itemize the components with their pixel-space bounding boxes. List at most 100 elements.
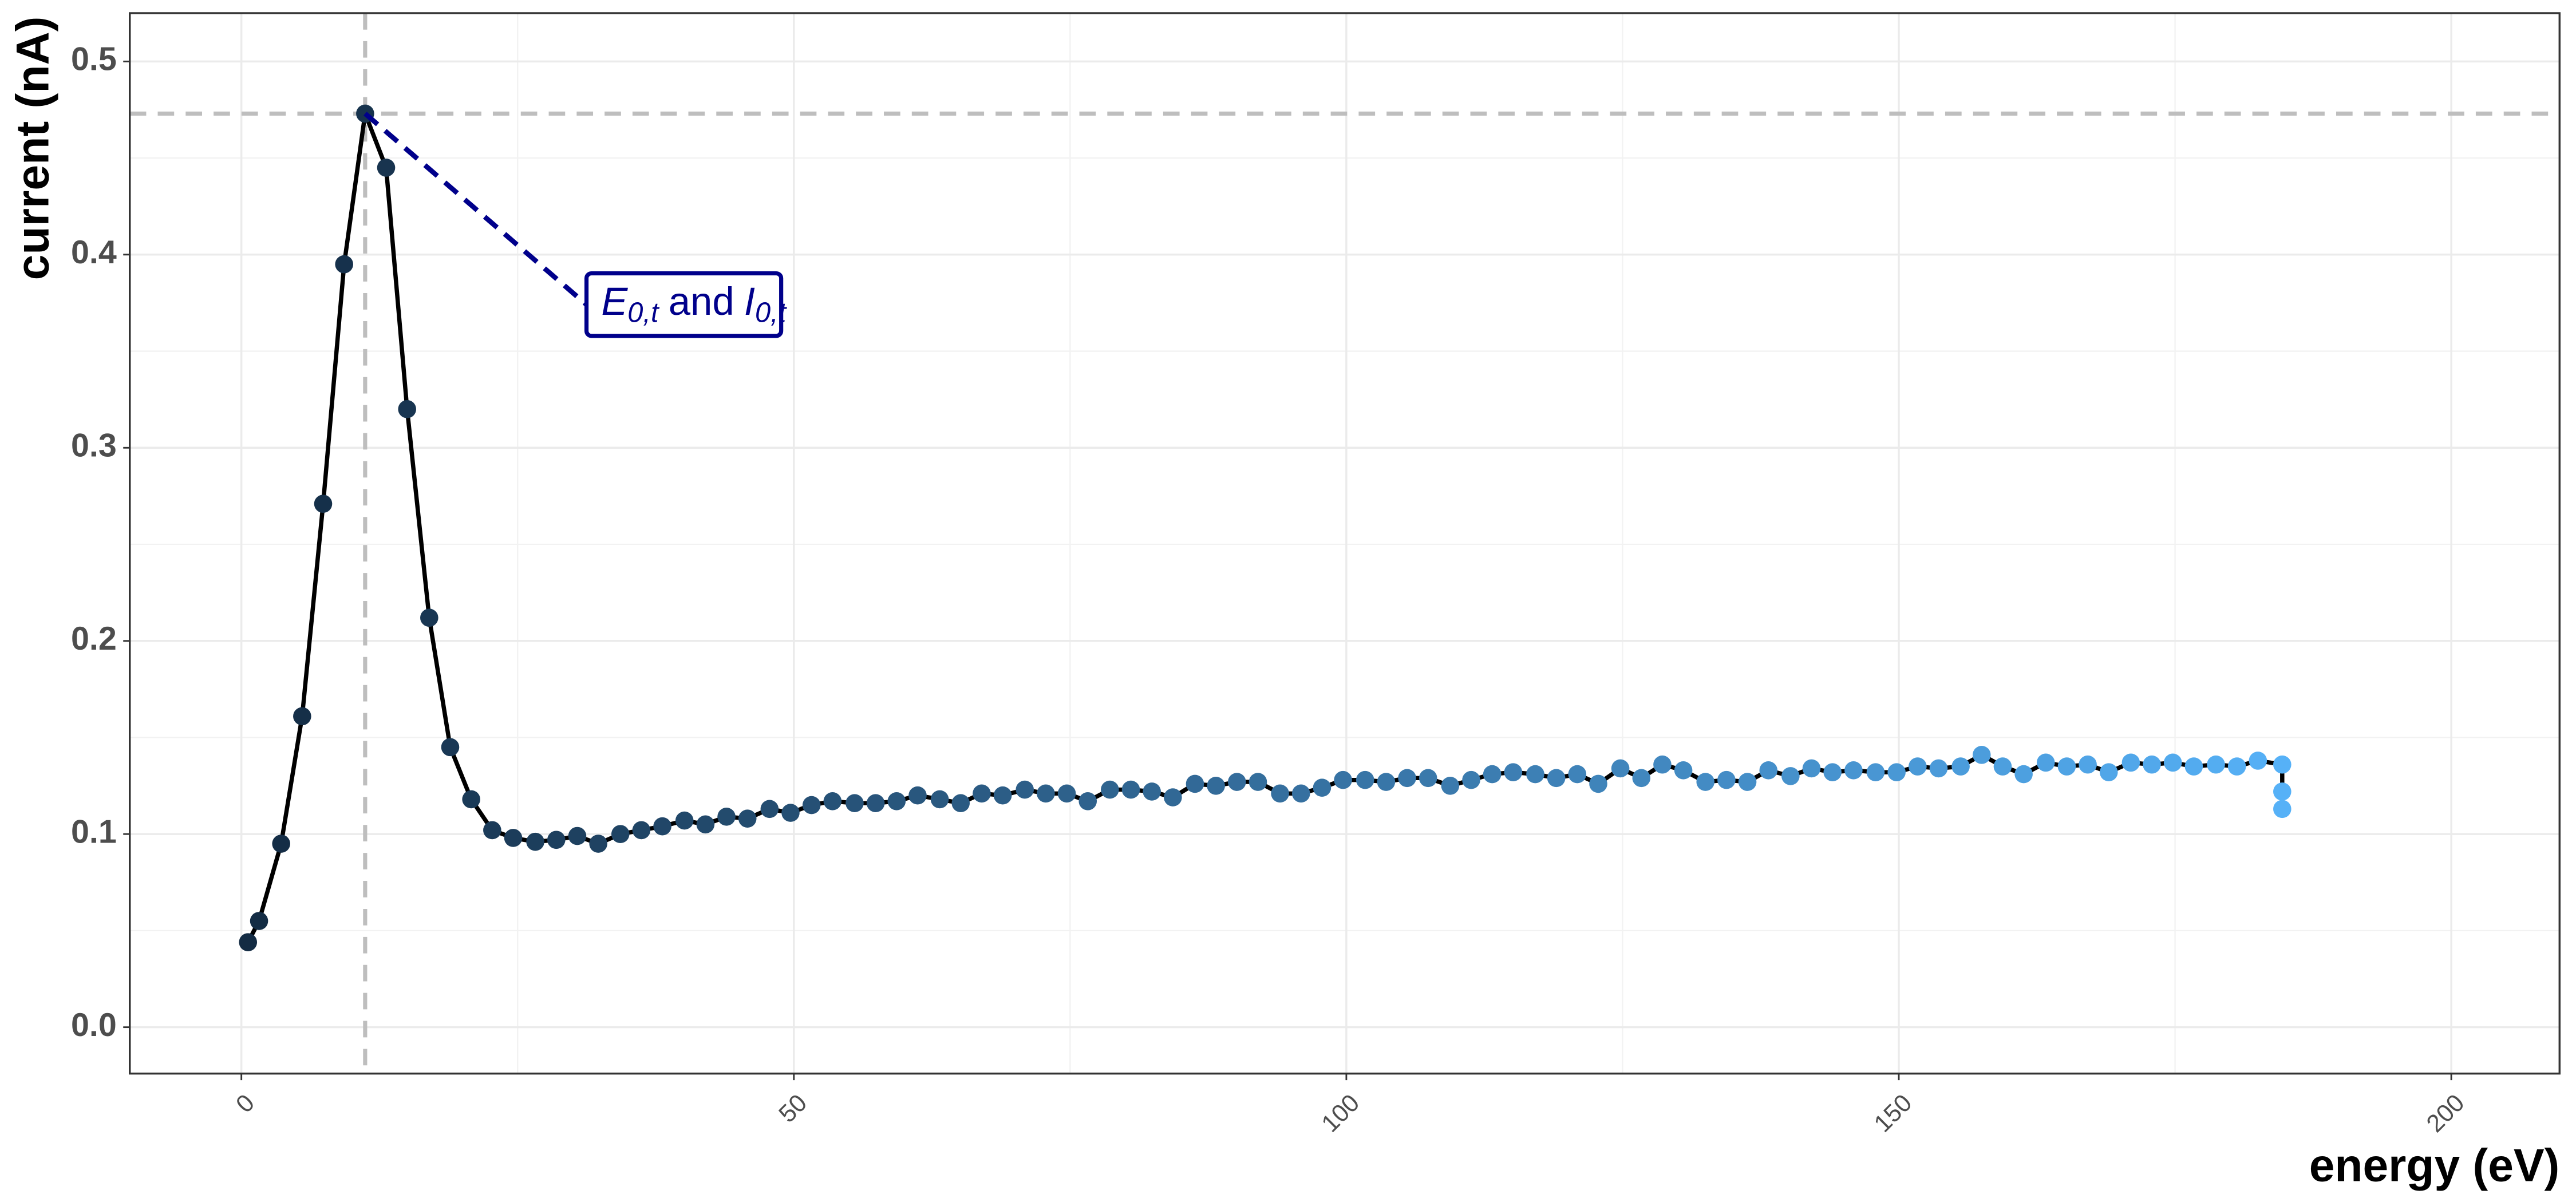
data-point <box>1334 770 1352 789</box>
data-point <box>441 738 460 757</box>
data-point <box>1377 773 1396 791</box>
data-point <box>2036 753 2055 772</box>
data-point <box>1973 746 1991 764</box>
x-tick-label: 0 <box>231 1089 260 1118</box>
x-tick-label: 150 <box>1869 1089 1918 1138</box>
annotation-box <box>584 271 784 338</box>
annotation-part: E <box>601 279 628 323</box>
data-point <box>1291 784 1310 803</box>
y-tick-label: 0.0 <box>71 1007 117 1043</box>
data-point <box>675 811 694 830</box>
data-point <box>1271 784 1289 803</box>
data-point <box>398 400 416 418</box>
data-point <box>1759 761 1778 780</box>
data-point <box>589 835 607 853</box>
data-point <box>335 255 353 274</box>
y-tick-label: 0.5 <box>71 41 117 78</box>
data-point <box>760 800 779 819</box>
data-point <box>1781 767 1800 785</box>
y-tick-label: 0.1 <box>71 813 117 850</box>
data-point <box>377 159 396 177</box>
data-point <box>1909 757 1927 776</box>
data-point <box>1993 757 2012 776</box>
data-point <box>1653 755 1672 774</box>
data-point <box>1249 773 1267 791</box>
x-axis-title: energy (eV) <box>2309 1140 2560 1192</box>
data-point <box>1228 773 1246 791</box>
data-point <box>1101 780 1119 799</box>
data-point <box>696 815 715 834</box>
data-point <box>1016 780 1034 799</box>
annotation-part: 0,t <box>755 297 788 328</box>
data-point <box>866 794 885 813</box>
data-point <box>846 794 864 813</box>
y-tick-label: 0.4 <box>71 234 117 271</box>
data-point <box>1398 769 1416 788</box>
data-point <box>314 495 333 513</box>
data-point <box>2057 757 2076 776</box>
data-point <box>1186 774 1204 793</box>
data-point <box>568 827 587 845</box>
data-point <box>1568 765 1587 784</box>
data-point <box>1929 759 1948 778</box>
data-point <box>1057 784 1076 803</box>
data-point <box>781 804 800 822</box>
panel-border <box>129 12 2561 1075</box>
data-line <box>246 111 2285 943</box>
data-point <box>1313 778 1332 797</box>
data-point <box>2079 755 2097 774</box>
data-point <box>1802 759 1821 778</box>
annotation-text: E0,t and I0,t <box>601 279 787 328</box>
y-tick-label: 0.3 <box>71 427 117 464</box>
data-point <box>1483 765 1502 784</box>
data-point <box>653 817 671 836</box>
data-point <box>1143 782 1161 801</box>
data-point <box>1717 770 1736 789</box>
data-point <box>1419 769 1437 788</box>
data-point <box>1207 776 1225 795</box>
annotation-part: I <box>744 279 755 323</box>
data-point <box>420 608 438 627</box>
data-point <box>1696 773 1715 791</box>
data-point <box>483 821 501 840</box>
data-point <box>908 786 927 805</box>
data-point <box>526 832 544 851</box>
data-point <box>993 786 1012 805</box>
data-point <box>2184 757 2203 776</box>
data-point <box>1164 788 1182 806</box>
data-point <box>250 912 268 930</box>
data-point <box>1887 763 1906 782</box>
data-point <box>1866 763 1885 782</box>
data-point <box>2227 757 2246 776</box>
data-point <box>1823 763 1842 782</box>
data-point <box>1951 757 1970 776</box>
data-point <box>547 831 566 849</box>
data-point <box>973 784 991 803</box>
data-point <box>1844 761 1863 780</box>
data-point <box>632 821 651 840</box>
data-point <box>1504 763 1523 782</box>
x-tick-label: 50 <box>773 1089 812 1128</box>
data-point <box>738 809 757 828</box>
data-point <box>2273 755 2291 774</box>
data-point <box>462 790 480 809</box>
data-point <box>717 807 736 826</box>
data-point <box>1632 769 1651 788</box>
data-point <box>1611 759 1630 778</box>
data-point <box>1526 765 1544 784</box>
data-point <box>293 707 311 726</box>
data-point <box>2121 753 2140 772</box>
data-point <box>1121 780 1140 799</box>
data-point <box>1589 774 1607 793</box>
annotation-arrow <box>364 112 588 307</box>
data-point <box>2273 782 2291 801</box>
data-point <box>2099 763 2118 782</box>
data-point <box>239 933 258 951</box>
annotation-part: and <box>669 279 734 323</box>
data-point <box>2163 753 2182 772</box>
y-axis-title: current (nA) <box>7 16 58 280</box>
data-point <box>802 796 821 814</box>
x-tick-label: 200 <box>2421 1089 2470 1138</box>
data-point <box>2273 800 2291 819</box>
